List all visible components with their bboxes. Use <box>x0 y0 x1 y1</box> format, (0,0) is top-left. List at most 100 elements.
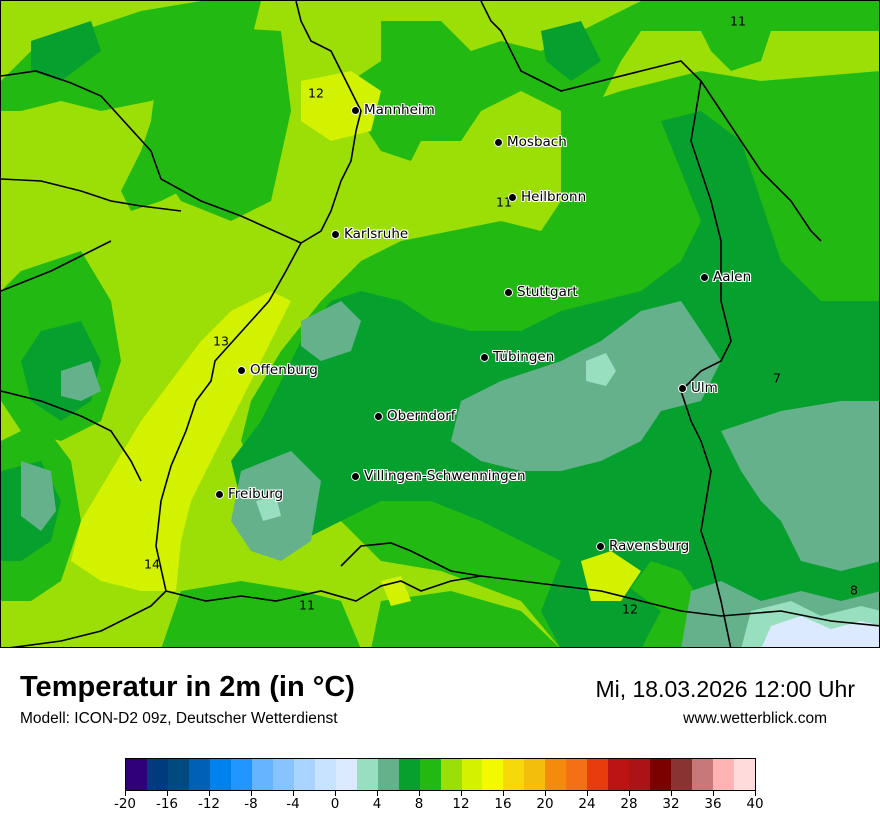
colorbar-bin <box>272 759 294 790</box>
colorbar-bin <box>692 759 714 790</box>
city-marker-ulm: Ulm <box>678 380 718 396</box>
colorbar-bin <box>188 759 210 790</box>
city-dot-icon <box>480 352 489 362</box>
colorbar-bin <box>230 759 252 790</box>
colorbar-bin <box>209 759 231 790</box>
contour-label: 11 <box>496 194 512 210</box>
city-marker-oberndorf: Oberndorf <box>374 408 456 424</box>
colorbar-bin <box>293 759 315 790</box>
city-label: Freiburg <box>228 486 284 502</box>
tick-mark <box>377 791 378 796</box>
tick-label: -4 <box>286 796 300 812</box>
city-dot-icon <box>504 287 513 297</box>
tick-label: 40 <box>746 796 764 812</box>
tick-mark <box>209 791 210 796</box>
tick-label: -20 <box>113 796 137 812</box>
tick-label: 16 <box>494 796 512 812</box>
tick-mark <box>461 791 462 796</box>
colorbar-bin <box>566 759 588 790</box>
contour-label: 8 <box>850 582 858 598</box>
city-marker-mosbach: Mosbach <box>494 134 567 150</box>
model-source: Modell: ICON-D2 09z, Deutscher Wetterdie… <box>20 710 338 727</box>
colorbar-bin <box>398 759 420 790</box>
tick-label: 0 <box>330 796 340 812</box>
valid-datetime: Mi, 18.03.2026 12:00 Uhr <box>595 676 855 702</box>
colorbar-bin <box>251 759 273 790</box>
contour-label: 12 <box>622 601 638 617</box>
tick-label: 20 <box>536 796 554 812</box>
tick-label: 28 <box>620 796 638 812</box>
city-label: Ravensburg <box>609 538 690 554</box>
tick-label: -16 <box>155 796 179 812</box>
colorbar-bin <box>356 759 378 790</box>
city-marker-stuttgart: Stuttgart <box>504 284 578 300</box>
tick-mark <box>125 791 126 796</box>
city-dot-icon <box>215 489 224 499</box>
colorbar-bin <box>419 759 441 790</box>
colorbar-bin <box>608 759 630 790</box>
colorbar-bin <box>545 759 567 790</box>
colorbar-bin <box>167 759 189 790</box>
city-dot-icon <box>508 192 517 202</box>
city-dot-icon <box>331 229 340 239</box>
tick-mark <box>587 791 588 796</box>
contour-label: 12 <box>308 85 324 101</box>
colorbar-bin <box>482 759 504 790</box>
city-marker-aalen: Aalen <box>700 269 751 285</box>
city-label: Heilbronn <box>521 189 587 205</box>
contour-label: 14 <box>144 556 160 572</box>
tick-mark <box>671 791 672 796</box>
city-marker-villingen-schwenningen: Villingen-Schwenningen <box>351 468 526 484</box>
city-label: Oberndorf <box>387 408 456 424</box>
tick-mark <box>251 791 252 796</box>
contour-label: 7 <box>773 370 781 386</box>
colorbar-bin <box>126 759 147 790</box>
colorbar-bin <box>650 759 672 790</box>
state-borders <box>1 1 879 647</box>
tick-label: -8 <box>244 796 258 812</box>
map-title: Temperatur in 2m (in °C) <box>20 671 355 703</box>
colorbar-ticks: -20 -16 -12 -8 -4 0 4 8 12 16 20 24 28 32 36 40 <box>114 791 764 821</box>
colorbar-bin <box>734 759 756 790</box>
tick-label: 12 <box>452 796 470 812</box>
temperature-colorbar <box>125 758 756 791</box>
contour-label: 13 <box>213 333 229 349</box>
city-dot-icon <box>596 541 605 551</box>
city-marker-heilbronn: Heilbronn <box>508 189 586 205</box>
tick-mark <box>335 791 336 796</box>
contour-label: 11 <box>730 13 746 29</box>
colorbar-bin <box>713 759 735 790</box>
tick-label: -12 <box>197 796 221 812</box>
city-dot-icon <box>494 137 503 147</box>
tick-mark <box>503 791 504 796</box>
colorbar-bin <box>314 759 336 790</box>
colorbar-bin <box>146 759 168 790</box>
city-label: Offenburg <box>250 362 318 378</box>
city-label: Karlsruhe <box>344 226 409 242</box>
colorbar-bin <box>524 759 546 790</box>
city-dot-icon <box>237 365 246 375</box>
city-label: Stuttgart <box>517 284 578 300</box>
city-label: Ulm <box>691 380 718 396</box>
temperature-field <box>1 1 879 647</box>
tick-mark <box>293 791 294 796</box>
colorbar-bin <box>440 759 462 790</box>
colorbar-bin <box>503 759 525 790</box>
tick-mark <box>167 791 168 796</box>
colorbar-bin <box>587 759 609 790</box>
tick-mark <box>713 791 714 796</box>
city-label: Villingen-Schwenningen <box>364 468 526 484</box>
city-dot-icon <box>700 272 709 282</box>
tick-label: 8 <box>414 796 424 812</box>
city-dot-icon <box>678 383 687 393</box>
city-label: Mannheim <box>364 102 435 118</box>
tick-label: 4 <box>372 796 382 812</box>
tick-label: 36 <box>704 796 722 812</box>
city-marker-ravensburg: Ravensburg <box>596 538 689 554</box>
colorbar-bin <box>335 759 357 790</box>
temperature-map: 12 11 11 13 7 14 11 12 8 Mannheim Mosbac… <box>0 0 880 648</box>
city-marker-tuebingen: Tübingen <box>480 349 554 365</box>
city-label: Tübingen <box>493 349 555 365</box>
tick-mark <box>755 791 756 796</box>
city-marker-mannheim: Mannheim <box>351 102 435 118</box>
